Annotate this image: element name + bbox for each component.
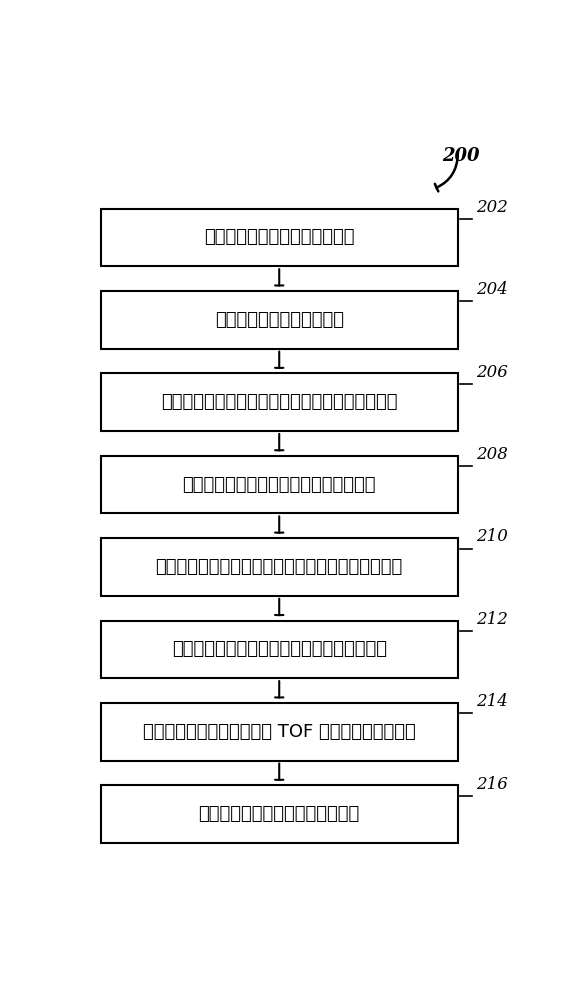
Text: 210: 210 bbox=[476, 528, 508, 545]
Text: 216: 216 bbox=[476, 776, 508, 793]
Text: 202: 202 bbox=[476, 199, 508, 216]
Bar bbox=[101, 209, 458, 266]
Text: 206: 206 bbox=[476, 364, 508, 381]
Text: 214: 214 bbox=[476, 693, 508, 710]
Text: 将分析样品的蒸汽引入电离空间: 将分析样品的蒸汽引入电离空间 bbox=[204, 228, 355, 246]
Text: 212: 212 bbox=[476, 611, 508, 628]
Text: 204: 204 bbox=[476, 281, 508, 298]
Text: 将经反射的离子包接收到检测器中: 将经反射的离子包接收到检测器中 bbox=[198, 805, 360, 823]
Text: 形成离子包的轨迹以降低离子包的分散度: 形成离子包的轨迹以降低离子包的分散度 bbox=[183, 476, 376, 494]
Bar bbox=[101, 538, 458, 596]
Bar bbox=[101, 785, 458, 843]
Bar bbox=[101, 620, 458, 678]
Text: 将正交加速的离子包接收到 TOF 分析仪中以进行反射: 将正交加速的离子包接收到 TOF 分析仪中以进行反射 bbox=[143, 723, 416, 741]
Bar bbox=[101, 456, 458, 513]
Bar bbox=[101, 703, 458, 761]
Bar bbox=[101, 291, 458, 349]
Text: 将连续电子束送入电离空间: 将连续电子束送入电离空间 bbox=[215, 311, 344, 329]
Bar bbox=[101, 373, 458, 431]
Text: 沿与第一轴线垂直的第二轴线正交加速离子包: 沿与第一轴线垂直的第二轴线正交加速离子包 bbox=[172, 640, 387, 658]
Text: 208: 208 bbox=[476, 446, 508, 463]
Text: 周期性地施加引出脉冲以泿第一轴线引出积聚离子: 周期性地施加引出脉冲以泿第一轴线引出积聚离子 bbox=[161, 393, 397, 411]
Text: 200: 200 bbox=[442, 147, 480, 165]
Text: 从引出脉冲开始延迟一段时间之后施加正交加速脉冲: 从引出脉冲开始延迟一段时间之后施加正交加速脉冲 bbox=[156, 558, 403, 576]
